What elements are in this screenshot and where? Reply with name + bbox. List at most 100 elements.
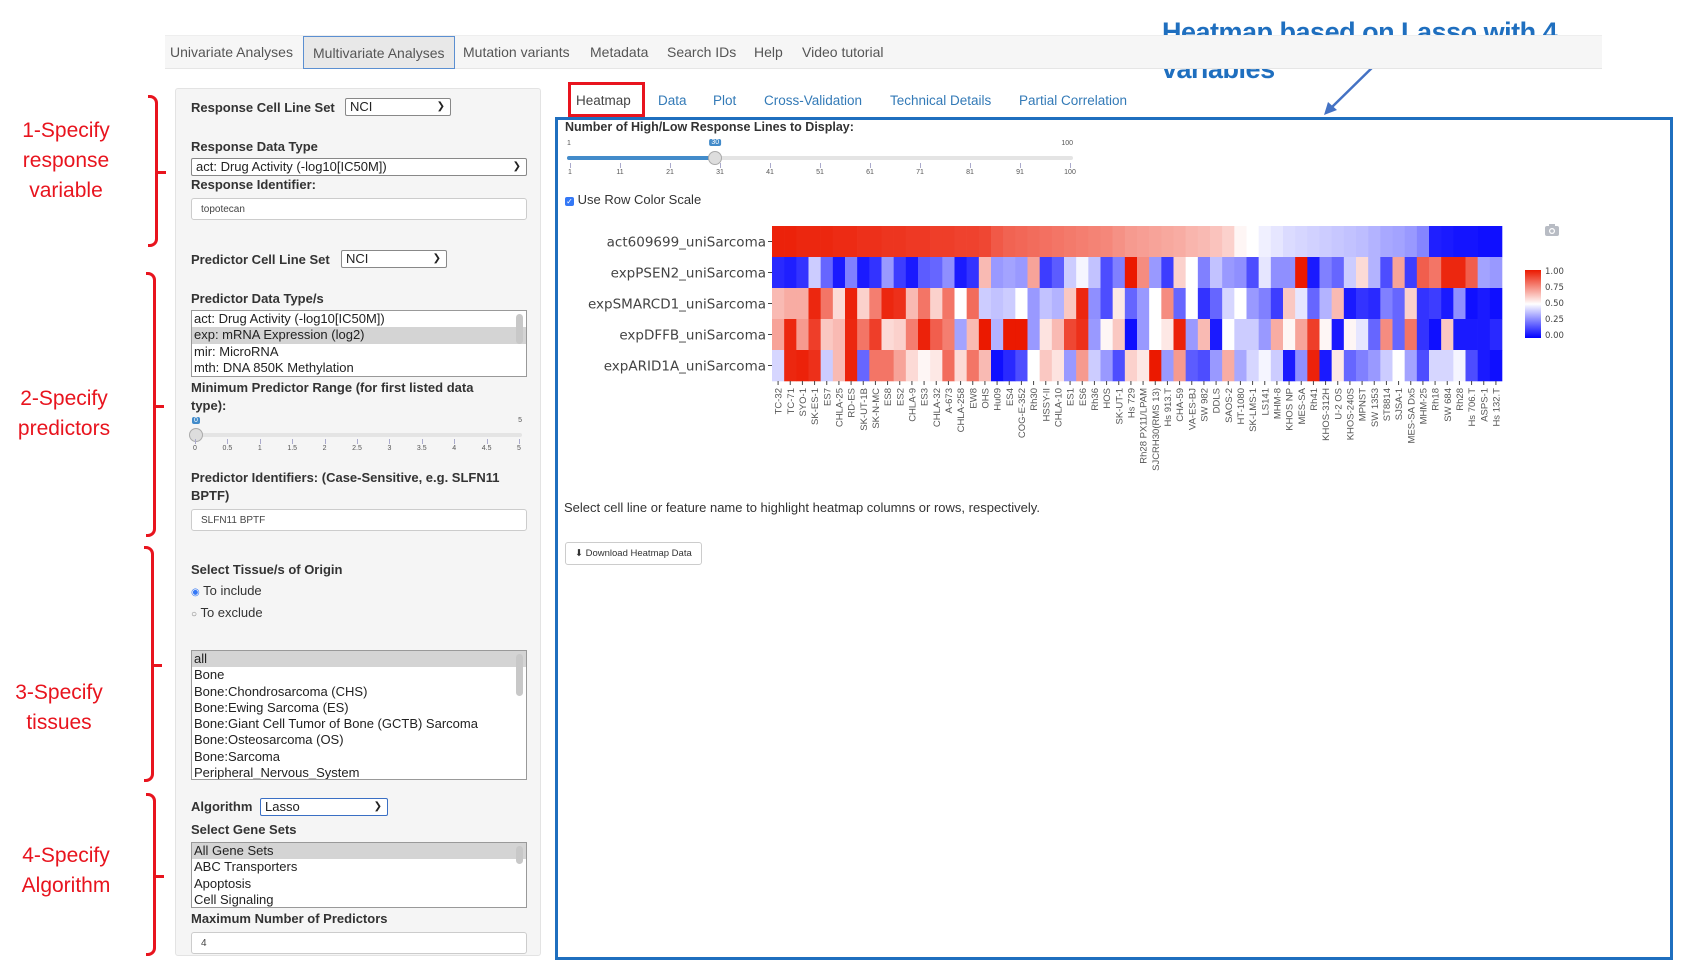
heatmap-column-label[interactable]: CHA-59 xyxy=(1175,388,1186,422)
heatmap-column-label[interactable]: Hs 706.T xyxy=(1467,388,1478,427)
heatmap-cell[interactable] xyxy=(1295,350,1308,382)
heatmap-cell[interactable] xyxy=(857,319,870,351)
heatmap-cell[interactable] xyxy=(1331,288,1345,320)
heatmap-cell[interactable] xyxy=(966,257,980,289)
heatmap-cell[interactable] xyxy=(1258,257,1272,289)
heatmap-cell[interactable] xyxy=(808,226,821,258)
heatmap-cell[interactable] xyxy=(1477,226,1491,258)
heatmap-column-label[interactable]: Rh28 xyxy=(1455,388,1466,411)
heatmap-cell[interactable] xyxy=(1356,226,1369,258)
response-cell-line-set-select[interactable]: NCI ❯ xyxy=(345,98,451,116)
heatmap-cell[interactable] xyxy=(845,257,858,289)
heatmap-cell[interactable] xyxy=(1197,319,1211,351)
heatmap-cell[interactable] xyxy=(832,226,846,258)
heatmap-cell[interactable] xyxy=(978,257,992,289)
list-option[interactable]: Bone:Ewing Sarcoma (ES) xyxy=(194,699,349,715)
heatmap-cell[interactable] xyxy=(1197,257,1211,289)
heatmap-cell[interactable] xyxy=(1307,350,1320,382)
heatmap-column-label[interactable]: Rh41 xyxy=(1309,388,1320,411)
predictor-data-types-listbox[interactable]: act: Drug Activity (-log10[IC50M]) exp: … xyxy=(191,310,527,377)
heatmap-cell[interactable] xyxy=(954,350,967,382)
heatmap-cell[interactable] xyxy=(1234,319,1247,351)
heatmap-column-label[interactable]: SW 982 xyxy=(1199,388,1210,422)
heatmap-cell[interactable] xyxy=(1185,257,1199,289)
heatmap-cell[interactable] xyxy=(1222,350,1235,382)
tab-plot[interactable]: Plot xyxy=(713,93,737,108)
heatmap-cell[interactable] xyxy=(1441,288,1454,320)
heatmap-cell[interactable] xyxy=(1112,226,1126,258)
min-range-slider[interactable]: 0 5 0 0.5 1 1.5 2 2.5 3 3.5 4 4.5 5 xyxy=(189,417,522,457)
heatmap-cell[interactable] xyxy=(918,350,931,382)
heatmap-cell[interactable] xyxy=(1319,319,1332,351)
heatmap-cell[interactable] xyxy=(784,319,797,351)
heatmap-cell[interactable] xyxy=(1051,319,1065,351)
heatmap-cell[interactable] xyxy=(1027,319,1040,351)
heatmap-column-label[interactable]: Hu09 xyxy=(993,388,1004,411)
heatmap-cell[interactable] xyxy=(1124,288,1138,320)
heatmap-cell[interactable] xyxy=(1234,350,1247,382)
heatmap-cell[interactable] xyxy=(978,350,992,382)
list-option[interactable]: mir: MicroRNA xyxy=(194,343,279,359)
heatmap-cell[interactable] xyxy=(1039,288,1053,320)
heatmap-cell[interactable] xyxy=(905,350,919,382)
lines-slider[interactable]: 1 100 30 1 11 21 31 41 51 61 71 81 91 100 xyxy=(567,138,1076,188)
heatmap-cell[interactable] xyxy=(1185,319,1199,351)
heatmap-cell[interactable] xyxy=(893,319,907,351)
heatmap-cell[interactable] xyxy=(857,288,870,320)
heatmap-cell[interactable] xyxy=(930,226,943,258)
heatmap-cell[interactable] xyxy=(930,257,943,289)
heatmap-cell[interactable] xyxy=(1331,319,1345,351)
heatmap-cell[interactable] xyxy=(1076,288,1089,320)
heatmap-cell[interactable] xyxy=(1003,319,1016,351)
predictor-ids-input[interactable]: SLFN11 BPTF xyxy=(191,509,527,531)
heatmap-column-label[interactable]: Hs 729 xyxy=(1126,388,1137,418)
heatmap-cell[interactable] xyxy=(905,288,919,320)
heatmap-cell[interactable] xyxy=(1051,226,1065,258)
heatmap-cell[interactable] xyxy=(1283,319,1296,351)
heatmap-cell[interactable] xyxy=(954,257,967,289)
heatmap-row-label[interactable]: expARID1A_uniSarcoma xyxy=(604,359,766,375)
heatmap-cell[interactable] xyxy=(1283,226,1296,258)
heatmap-cell[interactable] xyxy=(1453,319,1466,351)
heatmap-cell[interactable] xyxy=(1112,288,1126,320)
heatmap-column-label[interactable]: LS141 xyxy=(1260,388,1271,415)
heatmap-column-label[interactable]: Hs 913.T xyxy=(1163,388,1174,427)
heatmap-cell[interactable] xyxy=(1064,226,1077,258)
heatmap-cell[interactable] xyxy=(1319,350,1332,382)
heatmap-cell[interactable] xyxy=(1429,288,1442,320)
heatmap-column-label[interactable]: KHOS-312H xyxy=(1321,388,1332,441)
heatmap-cell[interactable] xyxy=(857,350,870,382)
heatmap-cell[interactable] xyxy=(1356,257,1369,289)
heatmap-row-label[interactable]: expPSEN2_uniSarcoma xyxy=(611,266,766,282)
heatmap-cell[interactable] xyxy=(1222,288,1235,320)
heatmap-cell[interactable] xyxy=(1051,350,1065,382)
heatmap-cell[interactable] xyxy=(918,319,931,351)
heatmap-cell[interactable] xyxy=(772,350,785,382)
heatmap-cell[interactable] xyxy=(966,319,980,351)
heatmap-column-label[interactable]: SJSA-1 xyxy=(1394,388,1405,420)
heatmap-column-label[interactable]: ES8 xyxy=(883,388,894,406)
heatmap-column-label[interactable]: KHOS NP xyxy=(1285,388,1296,431)
heatmap-cell[interactable] xyxy=(1283,350,1296,382)
heatmap-cell[interactable] xyxy=(918,257,931,289)
heatmap-column-label[interactable]: Hs 132.T xyxy=(1491,388,1502,427)
heatmap-cell[interactable] xyxy=(1392,257,1405,289)
heatmap-cell[interactable] xyxy=(1234,257,1247,289)
heatmap-cell[interactable] xyxy=(1051,257,1065,289)
heatmap-cell[interactable] xyxy=(1307,257,1320,289)
heatmap-column-label[interactable]: CHLA-25 xyxy=(834,388,845,427)
heatmap-cell[interactable] xyxy=(1088,257,1101,289)
heatmap-cell[interactable] xyxy=(991,350,1004,382)
heatmap-cell[interactable] xyxy=(1319,257,1332,289)
heatmap-cell[interactable] xyxy=(1307,288,1320,320)
heatmap-cell[interactable] xyxy=(1149,226,1162,258)
nav-tab-multivariate[interactable]: Multivariate Analyses xyxy=(303,36,455,69)
heatmap-cell[interactable] xyxy=(1270,226,1284,258)
heatmap-cell[interactable] xyxy=(1027,288,1040,320)
heatmap-column-label[interactable]: MPNST xyxy=(1358,388,1369,421)
heatmap-column-label[interactable]: SYO-1 xyxy=(798,388,809,417)
heatmap-cell[interactable] xyxy=(869,319,882,351)
heatmap-column-label[interactable]: HT-1080 xyxy=(1236,388,1247,424)
heatmap-cell[interactable] xyxy=(845,226,858,258)
heatmap-cell[interactable] xyxy=(1368,257,1381,289)
